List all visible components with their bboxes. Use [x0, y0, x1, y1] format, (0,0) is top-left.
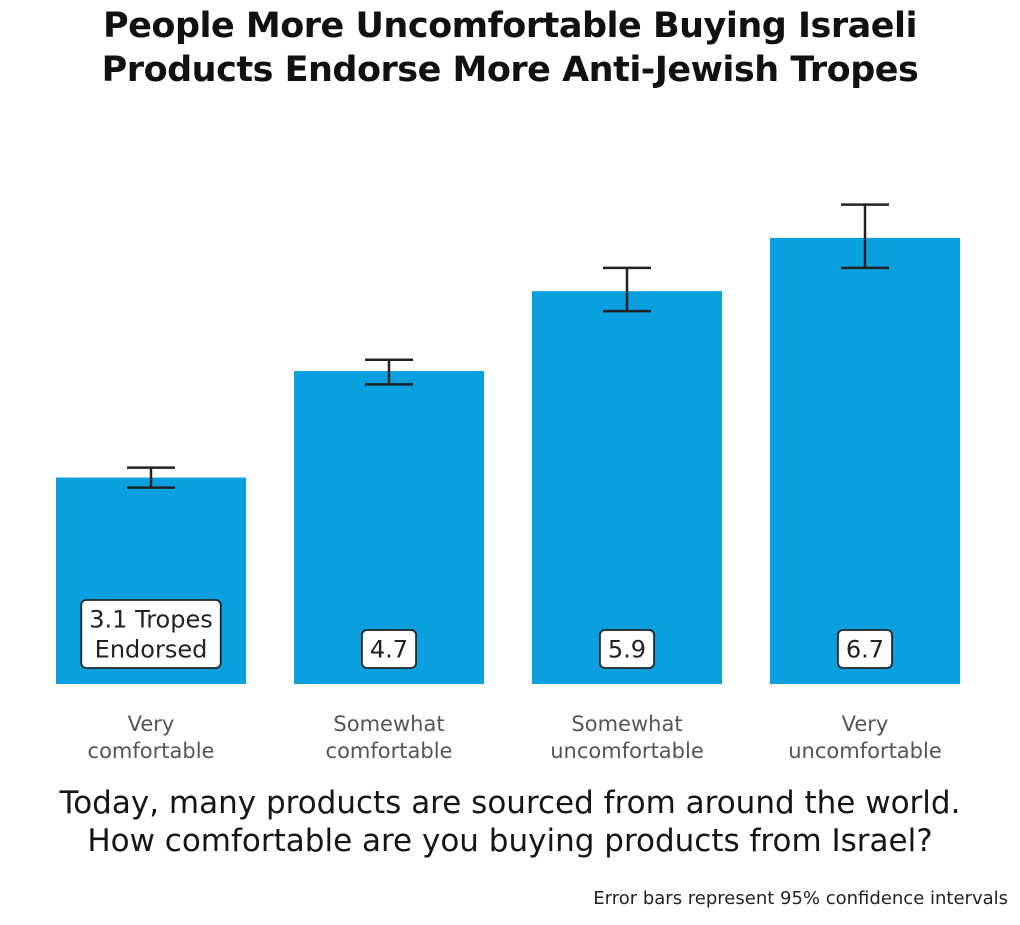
question-line-2: How comfortable are you buying products …	[87, 823, 933, 859]
data-label-3-line-1: 5.9	[608, 635, 646, 663]
category-label-4-line-2: uncomfortable	[788, 739, 942, 763]
data-label-2-line-1: 4.7	[370, 635, 408, 663]
data-label-box-4	[837, 629, 893, 669]
error-bar-4	[841, 203, 889, 270]
chart-title-line-1: People More Uncomfortable Buying Israeli	[103, 6, 917, 46]
x-axis-question: Today, many products are sourced from ar…	[0, 784, 1020, 860]
data-label-4-line-1: 6.7	[846, 635, 884, 663]
category-label-1-line-2: comfortable	[88, 739, 215, 763]
category-label-3-line-1: Somewhat	[571, 712, 682, 736]
bar-4	[770, 237, 960, 684]
category-label-1-line-1: Very	[128, 712, 175, 736]
data-label-box-2	[361, 629, 417, 669]
footnote: Error bars represent 95% confidence inte…	[593, 888, 1008, 909]
chart-title-line-2: Products Endorse More Anti-Jewish Tropes	[101, 50, 919, 90]
bar-3	[532, 291, 722, 684]
data-label-box-1	[80, 599, 222, 669]
category-label-2-line-1: Somewhat	[333, 712, 444, 736]
error-bar-2	[365, 358, 413, 386]
chart-title: People More Uncomfortable Buying Israeli…	[0, 4, 1020, 92]
category-label-4-line-1: Very	[842, 712, 889, 736]
category-label-3-line-2: uncomfortable	[550, 739, 704, 763]
error-bar-1	[127, 466, 175, 489]
question-line-1: Today, many products are sourced from ar…	[59, 785, 961, 821]
error-bar-3	[603, 266, 651, 313]
category-label-2-line-2: comfortable	[326, 739, 453, 763]
data-label-1-line-1: 3.1 Tropes	[89, 605, 212, 633]
data-label-1-line-2: Endorsed	[95, 635, 208, 663]
data-label-box-3	[599, 629, 655, 669]
